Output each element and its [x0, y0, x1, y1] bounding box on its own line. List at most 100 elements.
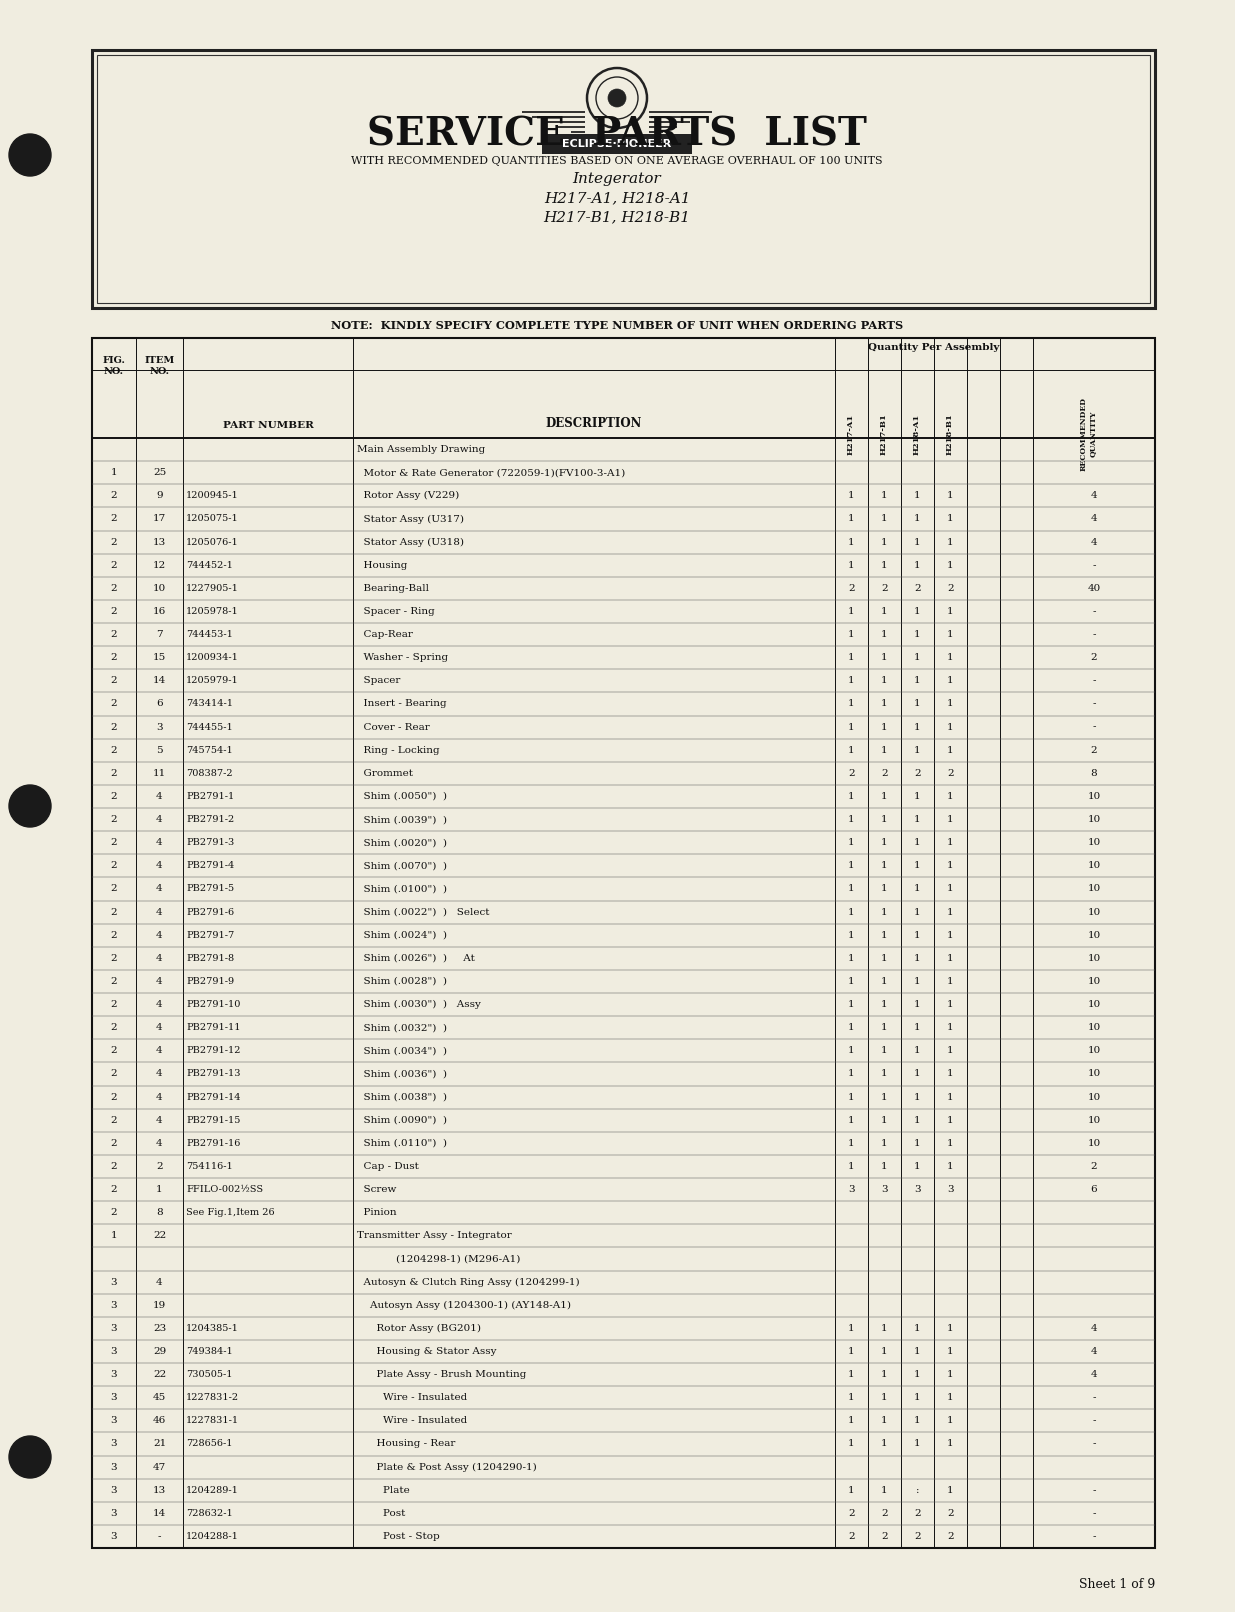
Text: PB2791-7: PB2791-7 [186, 930, 235, 940]
Text: 1: 1 [882, 816, 888, 824]
Text: 2: 2 [111, 838, 117, 848]
Text: 2: 2 [1091, 746, 1098, 754]
Text: -: - [1092, 1393, 1095, 1402]
Text: PB2791-8: PB2791-8 [186, 954, 235, 962]
Text: 1: 1 [882, 653, 888, 663]
Text: Main Assembly Drawing: Main Assembly Drawing [357, 445, 485, 455]
Text: 3: 3 [914, 1185, 921, 1194]
Text: 12: 12 [153, 561, 167, 569]
Text: 2: 2 [111, 1116, 117, 1125]
Text: Shim (.0032")  ): Shim (.0032") ) [357, 1024, 447, 1032]
Text: 14: 14 [153, 677, 167, 685]
Text: PB2791-16: PB2791-16 [186, 1138, 241, 1148]
Text: 4: 4 [156, 1116, 163, 1125]
Text: 1: 1 [947, 1348, 953, 1356]
Text: 3: 3 [947, 1185, 953, 1194]
Text: Housing & Stator Assy: Housing & Stator Assy [357, 1348, 496, 1356]
Text: 17: 17 [153, 514, 167, 524]
Text: 1: 1 [882, 908, 888, 917]
Text: 4: 4 [156, 977, 163, 987]
Text: H217-A1: H217-A1 [846, 413, 855, 455]
Text: 1: 1 [882, 722, 888, 732]
Text: 1: 1 [914, 791, 921, 801]
Text: 1205076-1: 1205076-1 [186, 537, 238, 546]
Text: 3: 3 [111, 1509, 117, 1519]
Text: 2: 2 [947, 1509, 953, 1519]
Text: 2: 2 [1091, 1162, 1098, 1170]
Text: 1204289-1: 1204289-1 [186, 1486, 238, 1494]
Text: 1: 1 [882, 1024, 888, 1032]
Text: DESCRIPTION: DESCRIPTION [546, 418, 642, 430]
Text: 10: 10 [1087, 1024, 1100, 1032]
Text: Shim (.0070")  ): Shim (.0070") ) [357, 861, 447, 870]
Text: 1: 1 [914, 1046, 921, 1056]
Text: 1: 1 [914, 1370, 921, 1378]
Text: 2: 2 [848, 1531, 855, 1541]
Text: Integerator: Integerator [573, 172, 661, 185]
Text: 1: 1 [848, 1440, 855, 1449]
Text: Autosyn & Clutch Ring Assy (1204299-1): Autosyn & Clutch Ring Assy (1204299-1) [357, 1277, 579, 1286]
Text: 1: 1 [882, 1370, 888, 1378]
Text: 25: 25 [153, 467, 167, 477]
Text: 2: 2 [111, 700, 117, 708]
Text: 749384-1: 749384-1 [186, 1348, 232, 1356]
Text: 1: 1 [914, 1093, 921, 1101]
Text: 3: 3 [111, 1440, 117, 1449]
Text: 1227905-1: 1227905-1 [186, 584, 238, 593]
Text: FIG.: FIG. [103, 356, 126, 364]
Text: 1: 1 [848, 608, 855, 616]
Text: 1: 1 [848, 885, 855, 893]
Text: 745754-1: 745754-1 [186, 746, 232, 754]
Text: 4: 4 [156, 838, 163, 848]
Text: Cover - Rear: Cover - Rear [357, 722, 430, 732]
Text: 2: 2 [882, 1509, 888, 1519]
Text: 730505-1: 730505-1 [186, 1370, 232, 1378]
Text: 4: 4 [156, 1024, 163, 1032]
Text: 3: 3 [882, 1185, 888, 1194]
Text: Spacer - Ring: Spacer - Ring [357, 608, 435, 616]
Text: 2: 2 [111, 746, 117, 754]
Text: 1: 1 [947, 1093, 953, 1101]
Text: 4: 4 [156, 1278, 163, 1286]
Text: 1: 1 [914, 537, 921, 546]
Text: 728632-1: 728632-1 [186, 1509, 232, 1519]
Text: 2: 2 [1091, 653, 1098, 663]
Text: 1: 1 [882, 608, 888, 616]
Text: 1: 1 [947, 561, 953, 569]
Text: 2: 2 [111, 977, 117, 987]
Text: 4: 4 [156, 930, 163, 940]
Text: 22: 22 [153, 1370, 167, 1378]
Text: 1: 1 [882, 1069, 888, 1078]
Text: H217-B1: H217-B1 [879, 413, 888, 455]
Text: Rotor Assy (BG201): Rotor Assy (BG201) [357, 1323, 480, 1333]
Text: 1: 1 [914, 1348, 921, 1356]
Text: 744452-1: 744452-1 [186, 561, 233, 569]
Text: 2: 2 [914, 1509, 921, 1519]
Text: 4: 4 [156, 861, 163, 870]
Text: 2: 2 [111, 908, 117, 917]
Text: 1: 1 [848, 999, 855, 1009]
Text: Shim (.0030")  )   Assy: Shim (.0030") ) Assy [357, 999, 480, 1009]
Text: ECLIPSE·PIONEER: ECLIPSE·PIONEER [562, 139, 672, 148]
Text: Shim (.0038")  ): Shim (.0038") ) [357, 1093, 447, 1101]
Text: 1: 1 [914, 1440, 921, 1449]
Text: 1: 1 [914, 1393, 921, 1402]
Text: 2: 2 [111, 630, 117, 638]
Text: 23: 23 [153, 1323, 167, 1333]
Text: 3: 3 [111, 1301, 117, 1309]
Text: 1: 1 [914, 999, 921, 1009]
Text: -: - [158, 1531, 162, 1541]
Text: 10: 10 [1087, 977, 1100, 987]
Text: 2: 2 [111, 1185, 117, 1194]
Text: NOTE:  KINDLY SPECIFY COMPLETE TYPE NUMBER OF UNIT WHEN ORDERING PARTS: NOTE: KINDLY SPECIFY COMPLETE TYPE NUMBE… [331, 321, 903, 330]
Text: 1: 1 [882, 1093, 888, 1101]
Text: 1: 1 [882, 1138, 888, 1148]
Text: NO.: NO. [149, 368, 169, 376]
Text: Motor & Rate Generator (722059-1)(FV100-3-A1): Motor & Rate Generator (722059-1)(FV100-… [357, 467, 625, 477]
Text: 4: 4 [156, 1069, 163, 1078]
Text: Shim (.0090")  ): Shim (.0090") ) [357, 1116, 447, 1125]
Text: 1: 1 [947, 1046, 953, 1056]
Text: -: - [1092, 630, 1095, 638]
Text: 1: 1 [947, 1323, 953, 1333]
Text: 1: 1 [882, 861, 888, 870]
